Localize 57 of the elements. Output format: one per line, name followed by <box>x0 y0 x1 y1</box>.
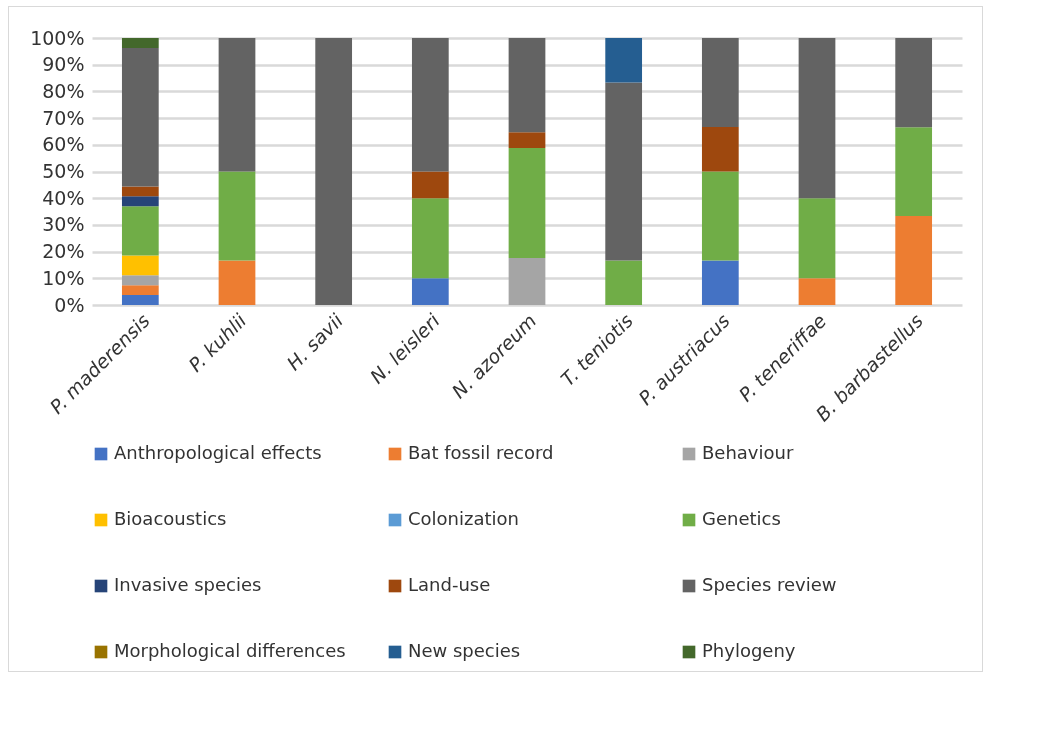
bar <box>121 186 159 197</box>
bar <box>121 255 159 276</box>
legend-label: Behaviour <box>702 442 794 463</box>
bar <box>508 132 546 148</box>
legend-label: Anthropological effects <box>114 442 322 463</box>
y-tick-label: 10% <box>42 266 85 289</box>
legend-label: Phylogeny <box>702 640 796 661</box>
bar <box>121 285 159 296</box>
y-tick-label: 100% <box>30 26 85 49</box>
bar <box>218 171 256 261</box>
bar <box>701 260 739 305</box>
y-tick-label: 40% <box>42 186 85 209</box>
bar <box>121 295 159 305</box>
bar <box>508 38 546 133</box>
bar <box>121 206 159 256</box>
bar <box>895 127 933 217</box>
legend-label: Species review <box>702 574 837 595</box>
bar <box>218 38 256 172</box>
bar <box>508 148 546 259</box>
y-tick-label: 30% <box>42 213 85 236</box>
bar <box>218 260 256 305</box>
bar <box>121 47 159 187</box>
y-tick-label: 70% <box>42 106 85 129</box>
bar <box>605 38 643 83</box>
bar <box>605 260 643 305</box>
bar <box>701 126 739 172</box>
bar <box>121 275 159 286</box>
bar <box>121 196 159 207</box>
y-tick-label: 50% <box>42 160 85 182</box>
bar <box>121 38 159 48</box>
legend-label: Bat fossil record <box>408 442 554 463</box>
legend-label: Invasive species <box>114 574 262 595</box>
legend-label: New species <box>408 640 521 661</box>
y-tick-label: 20% <box>42 240 85 263</box>
bar <box>701 38 739 127</box>
legend-label: Colonization <box>408 508 519 529</box>
bar <box>798 278 836 305</box>
legend-label: Bioacoustics <box>114 508 227 529</box>
bar <box>798 198 836 279</box>
y-tick-label: 60% <box>42 133 85 156</box>
bar <box>411 278 449 305</box>
bar <box>508 258 546 305</box>
y-tick-label: 0% <box>54 293 85 316</box>
legend-label: Morphological differences <box>114 640 346 661</box>
bar <box>411 171 449 199</box>
bar <box>315 38 353 305</box>
bar <box>895 216 933 305</box>
bar <box>411 198 449 279</box>
bar <box>895 38 933 128</box>
y-tick-label: 90% <box>42 53 85 76</box>
y-tick-label: 80% <box>42 79 85 102</box>
bar <box>798 38 836 199</box>
bar <box>701 171 739 261</box>
legend-label: Genetics <box>702 508 781 529</box>
bar <box>605 82 643 261</box>
bar <box>411 38 449 172</box>
legend-label: Land-use <box>408 574 491 595</box>
